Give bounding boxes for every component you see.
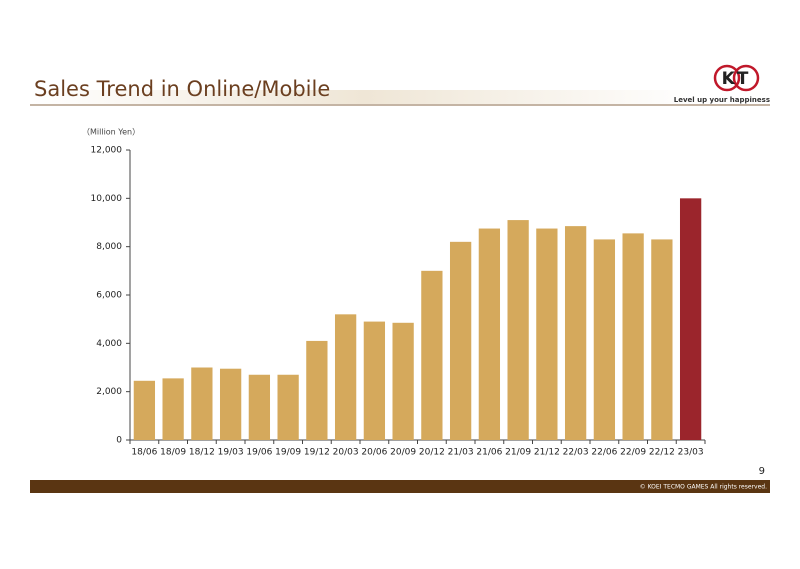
bar [421, 270, 443, 440]
y-tick-label: 12,000 [91, 146, 123, 156]
logo-ring [713, 64, 741, 92]
y-axis-label: （Million Yen） [82, 128, 140, 137]
x-tick-label: 19/09 [275, 448, 301, 458]
bar [133, 380, 156, 440]
logo: KT [722, 69, 751, 89]
bar [449, 241, 472, 440]
x-tick-label: 22/03 [563, 448, 589, 458]
x-tick-label: 18/06 [131, 448, 157, 458]
x-tick-label: 22/12 [649, 448, 675, 458]
bar [593, 239, 616, 440]
x-tick-label: 18/12 [189, 448, 215, 458]
y-tick-label: 10,000 [91, 194, 123, 204]
bar [622, 233, 644, 440]
bar [392, 322, 414, 440]
x-tick-label: 21/09 [505, 448, 531, 458]
page-number: 9 [759, 466, 765, 477]
bar [651, 239, 673, 440]
y-tick-label: 0 [116, 436, 122, 446]
x-tick-label: 23/03 [678, 448, 704, 458]
x-tick-label: 19/12 [304, 448, 330, 458]
copyright: © KOEI TECMO GAMES All rights reserved. [640, 484, 767, 491]
bar [219, 368, 242, 440]
bar [478, 228, 501, 440]
bar [507, 220, 529, 440]
bar [536, 228, 558, 440]
x-tick-label: 20/12 [419, 448, 445, 458]
y-tick-label: 8,000 [96, 242, 122, 252]
y-tick-label: 2,000 [96, 387, 122, 397]
x-tick-label: 20/06 [361, 448, 387, 458]
tagline: Level up your happiness [674, 96, 770, 104]
bar [277, 374, 299, 440]
logo-ring [732, 64, 760, 92]
y-tick-label: 4,000 [96, 339, 122, 349]
x-tick-label: 21/03 [448, 448, 474, 458]
bar [564, 226, 587, 440]
bar [306, 340, 328, 440]
footer-bar [30, 480, 770, 493]
x-tick-label: 19/03 [218, 448, 244, 458]
bar [248, 374, 271, 440]
bar [679, 198, 702, 440]
x-tick-label: 21/06 [476, 448, 502, 458]
x-tick-label: 22/09 [620, 448, 646, 458]
bar [162, 378, 184, 440]
y-tick-label: 6,000 [96, 291, 122, 301]
x-tick-label: 18/09 [160, 448, 186, 458]
bar [191, 367, 213, 440]
bar [363, 321, 386, 440]
slide-title: Sales Trend in Online/Mobile [34, 77, 330, 101]
bar [334, 314, 357, 440]
title-band [30, 90, 700, 104]
x-tick-label: 19/06 [246, 448, 272, 458]
x-tick-label: 21/12 [534, 448, 560, 458]
x-tick-label: 22/06 [591, 448, 617, 458]
x-tick-label: 20/09 [390, 448, 416, 458]
x-tick-label: 20/03 [333, 448, 359, 458]
